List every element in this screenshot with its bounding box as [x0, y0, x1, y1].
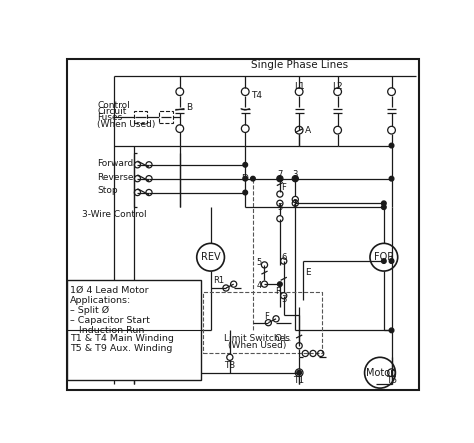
Text: T1 & T4 Main Winding: T1 & T4 Main Winding: [70, 334, 173, 343]
Circle shape: [243, 190, 247, 195]
Text: A: A: [305, 126, 311, 135]
Circle shape: [389, 259, 394, 264]
Text: REV: REV: [201, 252, 220, 262]
Text: 5: 5: [277, 202, 283, 212]
Text: F: F: [282, 183, 286, 192]
Text: (When Used): (When Used): [228, 341, 286, 350]
Circle shape: [243, 163, 247, 167]
Text: R1: R1: [213, 276, 224, 285]
Text: Stop: Stop: [97, 187, 118, 195]
Text: Forward: Forward: [97, 159, 134, 168]
Text: 4: 4: [256, 281, 261, 290]
Text: 5: 5: [256, 258, 261, 267]
Text: 7: 7: [277, 170, 283, 179]
Text: 3: 3: [292, 170, 298, 179]
Text: Applications:: Applications:: [70, 296, 131, 305]
Circle shape: [278, 176, 282, 181]
Circle shape: [389, 176, 394, 181]
Text: L2: L2: [332, 82, 343, 91]
Text: B: B: [186, 103, 192, 112]
Circle shape: [389, 143, 394, 148]
Text: T8: T8: [224, 361, 236, 369]
Circle shape: [293, 176, 298, 181]
Text: L1: L1: [294, 82, 304, 91]
Text: Single Phase Lines: Single Phase Lines: [251, 60, 348, 70]
Circle shape: [297, 370, 301, 375]
Text: Reverse: Reverse: [97, 173, 134, 182]
Bar: [203, 292, 322, 354]
Text: FOR: FOR: [374, 252, 394, 262]
Text: Control: Control: [97, 101, 130, 110]
Circle shape: [382, 259, 386, 264]
Circle shape: [251, 176, 255, 181]
Text: 3: 3: [281, 295, 286, 304]
Circle shape: [382, 201, 386, 206]
Text: Induction Run: Induction Run: [70, 326, 144, 335]
Bar: [66, 280, 201, 381]
Bar: [159, 111, 173, 123]
Text: (When Used): (When Used): [97, 120, 156, 128]
Text: T1: T1: [293, 376, 305, 385]
Bar: [134, 111, 147, 123]
Text: E: E: [305, 268, 311, 277]
Circle shape: [389, 328, 394, 333]
Text: 6: 6: [281, 253, 286, 262]
Circle shape: [382, 205, 386, 210]
Text: – Split Ø: – Split Ø: [70, 306, 109, 315]
Text: D: D: [241, 174, 248, 183]
Text: Limit Switches: Limit Switches: [224, 334, 290, 342]
Circle shape: [243, 176, 247, 181]
Text: F: F: [264, 312, 269, 321]
Text: T4: T4: [251, 91, 263, 100]
Text: 2: 2: [292, 199, 298, 208]
Text: T5 & T9 Aux. Winding: T5 & T9 Aux. Winding: [70, 344, 172, 353]
Text: 3-Wire Control: 3-Wire Control: [82, 210, 146, 219]
Text: Circuit: Circuit: [97, 107, 127, 116]
Text: 1Ø 4 Lead Motor: 1Ø 4 Lead Motor: [70, 286, 148, 295]
Circle shape: [278, 282, 282, 287]
Text: R: R: [275, 288, 281, 296]
Text: – Capacitor Start: – Capacitor Start: [70, 316, 150, 325]
Text: O.L.: O.L.: [274, 334, 292, 342]
Text: T5: T5: [386, 376, 397, 385]
Text: Motor: Motor: [366, 368, 394, 378]
Text: Fuses: Fuses: [97, 113, 123, 122]
